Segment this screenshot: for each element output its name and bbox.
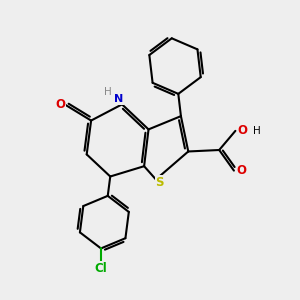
Text: H: H xyxy=(104,87,112,97)
Text: S: S xyxy=(155,176,164,189)
Text: O: O xyxy=(238,124,248,137)
Text: H: H xyxy=(253,126,260,136)
Text: N: N xyxy=(115,94,124,104)
Text: Cl: Cl xyxy=(94,262,107,275)
Text: O: O xyxy=(55,98,65,111)
Text: O: O xyxy=(236,164,246,177)
